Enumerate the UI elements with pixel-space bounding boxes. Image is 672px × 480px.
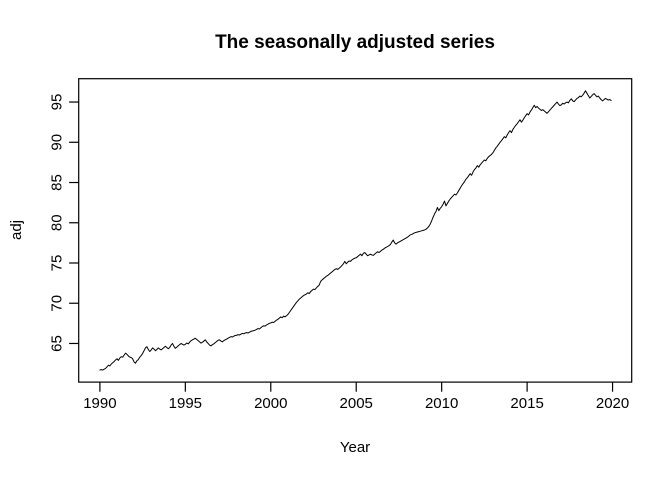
y-axis-ticks: 65 70 75 80 85 90 95 bbox=[49, 94, 79, 352]
y-tick-label: 75 bbox=[49, 255, 66, 272]
y-tick-label: 80 bbox=[49, 214, 66, 231]
y-tick-label: 95 bbox=[49, 94, 66, 111]
x-tick-label: 2015 bbox=[510, 395, 543, 412]
series-line bbox=[99, 90, 612, 371]
y-tick-label: 70 bbox=[49, 295, 66, 312]
y-tick-label: 65 bbox=[49, 335, 66, 352]
x-tick-label: 2005 bbox=[340, 395, 373, 412]
y-tick-label: 90 bbox=[49, 134, 66, 151]
x-tick-label: 1990 bbox=[83, 395, 116, 412]
y-axis-title: adj bbox=[8, 220, 25, 240]
y-tick-label: 85 bbox=[49, 174, 66, 191]
x-tick-label: 2000 bbox=[254, 395, 287, 412]
plot-frame bbox=[78, 78, 633, 383]
x-axis-ticks: 1990 1995 2000 2005 2010 2015 2020 bbox=[83, 382, 629, 412]
x-axis-title: Year bbox=[340, 439, 370, 456]
chart-title: The seasonally adjusted series bbox=[215, 32, 495, 53]
x-tick-label: 2020 bbox=[596, 395, 629, 412]
x-tick-label: 1995 bbox=[169, 395, 202, 412]
x-tick-label: 2010 bbox=[425, 395, 458, 412]
